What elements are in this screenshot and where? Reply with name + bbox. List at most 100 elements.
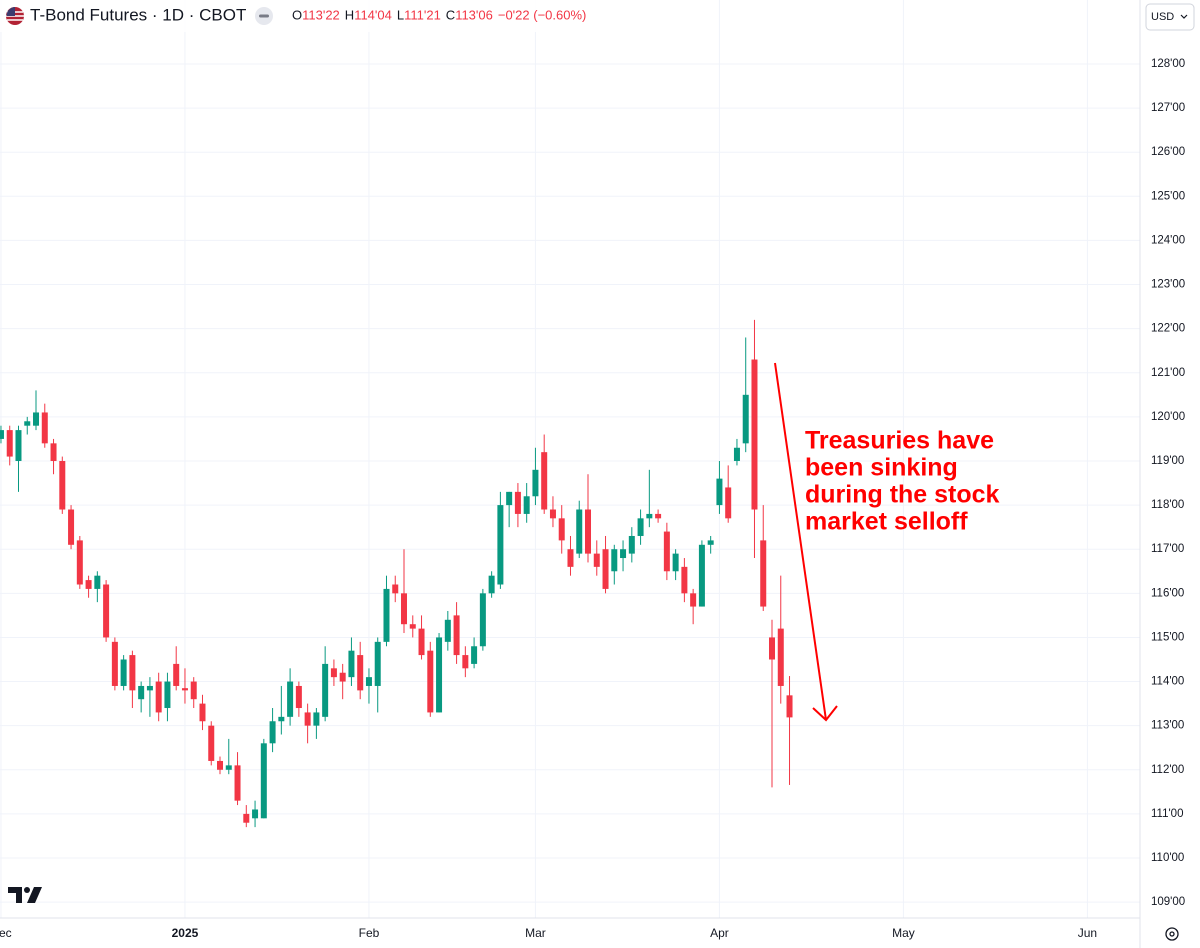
- candle-body: [514, 491, 521, 514]
- candle-body: [199, 703, 206, 722]
- candle-body: [558, 518, 565, 541]
- y-tick-label: 116'00: [1151, 587, 1184, 599]
- candle-body: [103, 584, 110, 638]
- annotation-line: market selloff: [805, 508, 968, 536]
- candle-body: [357, 655, 364, 691]
- candle-body: [742, 394, 749, 444]
- candle-body: [383, 588, 390, 642]
- candle-body: [24, 421, 31, 426]
- candle-body: [593, 553, 600, 567]
- y-tick-label: 126'00: [1151, 146, 1185, 158]
- candle-body: [348, 650, 355, 678]
- candle-body: [760, 540, 767, 607]
- candle-body: [567, 549, 574, 567]
- candle-body: [68, 509, 75, 545]
- ohlc-value: 113'22: [302, 7, 340, 22]
- candle-body: [769, 637, 776, 660]
- y-tick-label: 115'00: [1151, 631, 1184, 643]
- candle-body: [655, 513, 662, 519]
- candles: [0, 319, 793, 828]
- header-bg: [0, 0, 640, 32]
- candle-body: [698, 544, 705, 607]
- y-tick-label: 119'00: [1151, 455, 1184, 467]
- currency-button[interactable]: USD: [1145, 3, 1195, 31]
- candle-body: [462, 655, 469, 669]
- candle-body: [392, 584, 399, 594]
- annotation-line: been sinking: [805, 454, 958, 482]
- candle-body: [322, 663, 329, 717]
- candle-body: [374, 641, 381, 686]
- candle-body: [295, 685, 302, 709]
- candle-body: [59, 460, 66, 510]
- candle-body: [427, 650, 434, 713]
- x-tick-label: May: [892, 926, 915, 940]
- candle-body: [287, 681, 294, 717]
- candle-body: [471, 646, 478, 664]
- grid: [0, 0, 1140, 918]
- candle-body: [173, 663, 180, 686]
- candle-body: [436, 637, 443, 713]
- candle-body: [628, 535, 635, 554]
- candle-body: [129, 655, 136, 691]
- ohlc-legend: O 113'22 H 114'04 L 111'21 C 113'06 −0'22 (−0.60…: [292, 7, 586, 22]
- candle-body: [190, 681, 197, 700]
- candle-body: [6, 430, 13, 457]
- y-tick-label: 112'00: [1151, 764, 1184, 776]
- candle-body: [777, 628, 784, 686]
- y-tick-label: 128'00: [1151, 58, 1185, 70]
- candle-body: [208, 725, 215, 761]
- price-change: −0'22 (−0.60%): [498, 7, 587, 22]
- settings-icon[interactable]: [1165, 927, 1179, 941]
- candle-body: [541, 452, 548, 510]
- candle-body: [313, 712, 320, 726]
- candle-body: [488, 575, 495, 594]
- ohlc-value: 111'21: [404, 7, 441, 22]
- candle-body: [111, 641, 118, 686]
- candle-body: [549, 509, 556, 519]
- ohlc-label: O: [292, 7, 302, 22]
- x-tick-label: Feb: [359, 926, 380, 940]
- candle-body: [444, 619, 451, 642]
- candle-body: [365, 677, 372, 686]
- candle-body: [681, 566, 688, 594]
- candle-body: [252, 809, 259, 819]
- x-tick-label: 2025: [172, 926, 199, 940]
- y-tick-label: 118'00: [1151, 499, 1184, 511]
- candle-body: [733, 447, 740, 461]
- candle-body: [690, 593, 697, 607]
- candle-body: [401, 593, 408, 625]
- candle-body: [0, 430, 4, 439]
- candle-body: [620, 549, 627, 559]
- candle-body: [339, 672, 346, 682]
- y-tick-label: 117'00: [1151, 543, 1184, 555]
- candle-body: [786, 695, 793, 718]
- y-tick-label: 120'00: [1151, 411, 1185, 423]
- candle-body: [138, 685, 145, 700]
- annotation-line: Treasuries have: [805, 427, 994, 455]
- flag-icon: [6, 7, 24, 25]
- ohlc-label: L: [397, 7, 404, 22]
- candle-body: [164, 681, 171, 709]
- candle-body: [497, 505, 504, 585]
- candle-body: [585, 509, 592, 554]
- x-tick-label: Dec: [0, 926, 12, 940]
- candle-body: [217, 760, 224, 770]
- candle-body: [602, 549, 609, 589]
- x-tick-label: Apr: [710, 926, 729, 940]
- y-tick-label: 125'00: [1151, 190, 1185, 202]
- candle-body: [646, 513, 653, 519]
- y-tick-label: 111'00: [1151, 808, 1183, 820]
- ohlc-value: 114'04: [354, 7, 392, 22]
- candle-body: [120, 659, 127, 686]
- status-icon[interactable]: [255, 7, 273, 25]
- currency-label[interactable]: USD: [1151, 11, 1174, 23]
- candle-body: [225, 765, 232, 770]
- candle-body: [260, 743, 267, 819]
- candle-body: [41, 412, 48, 444]
- candle-body: [33, 412, 40, 426]
- y-tick-label: 124'00: [1151, 234, 1185, 246]
- candle-body: [409, 624, 416, 629]
- candle-body: [707, 540, 714, 545]
